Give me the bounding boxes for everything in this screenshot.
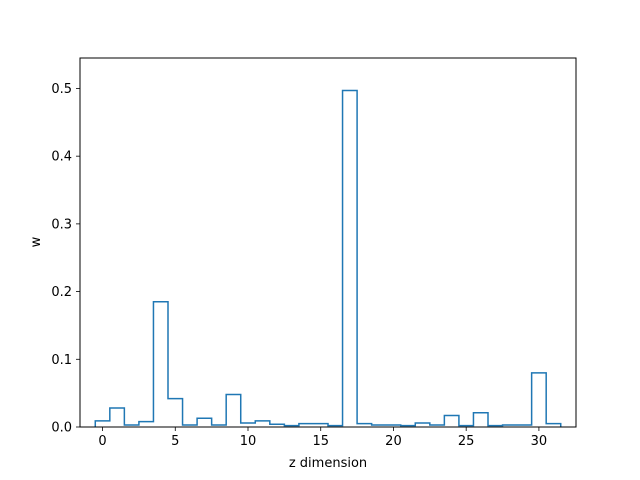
- y-tick-label: 0.3: [51, 217, 72, 232]
- data-bin: [110, 408, 125, 427]
- data-bin: [343, 90, 358, 427]
- x-axis: 0 5 10 15 20 25 30: [98, 427, 547, 449]
- plot-frame: [79, 57, 577, 428]
- data-bin: [255, 421, 270, 427]
- series-line-0: [94, 89, 562, 427]
- y-tick-label: 0.5: [51, 82, 72, 97]
- y-tick-label: 0.0: [51, 421, 72, 436]
- data-bin: [139, 422, 154, 427]
- data-bin: [153, 302, 168, 427]
- data-bin: [299, 424, 314, 427]
- data-bin: [444, 415, 459, 427]
- x-tick-label: 15: [312, 434, 329, 449]
- x-tick-label: 0: [98, 434, 106, 449]
- data-bin: [415, 423, 430, 427]
- data-bin: [241, 423, 256, 427]
- data-bin: [226, 395, 241, 427]
- y-axis-label: w: [29, 236, 44, 247]
- y-tick-label: 0.2: [51, 285, 72, 300]
- data-bin: [313, 424, 328, 427]
- data-bin: [473, 413, 488, 427]
- y-tick-label: 0.4: [51, 150, 72, 165]
- x-tick-label: 10: [240, 434, 257, 449]
- plot-area: [80, 58, 576, 427]
- data-bin: [95, 421, 110, 427]
- x-axis-label: z dimension: [289, 456, 367, 471]
- data-bin: [168, 399, 183, 427]
- data-bin: [546, 424, 561, 427]
- y-axis: 0.0 0.1 0.2 0.3 0.4 0.5: [51, 82, 80, 436]
- data-bin: [357, 424, 372, 427]
- data-bin: [532, 373, 547, 427]
- x-tick-label: 30: [531, 434, 548, 449]
- data-bin: [197, 418, 212, 427]
- x-tick-label: 25: [458, 434, 475, 449]
- x-tick-label: 5: [171, 434, 179, 449]
- x-tick-label: 20: [385, 434, 402, 449]
- y-tick-label: 0.1: [51, 353, 72, 368]
